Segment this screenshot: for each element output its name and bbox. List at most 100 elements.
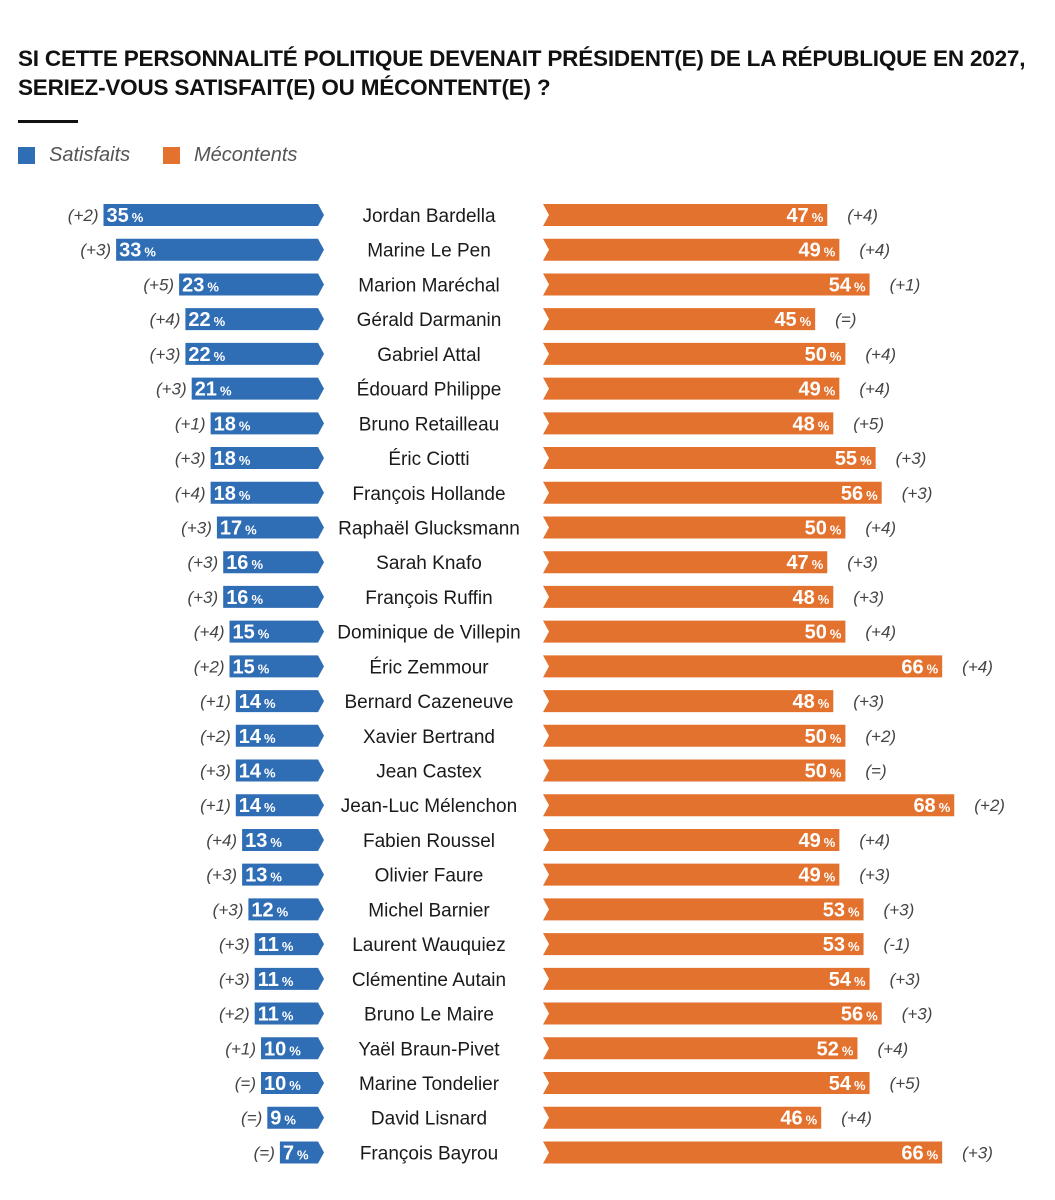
mecontents-value-label: 53% [823,899,860,921]
satisfaits-value-label: 16% [226,587,263,609]
satisfaits-bar [261,1037,324,1060]
mecontents-value-label: 56% [841,483,878,505]
satisfaits-value-label: 16% [226,552,263,574]
mecontents-value-label: 50% [805,344,842,366]
satisfaits-change-label: (+5) [143,275,174,294]
mecontents-bar [543,933,864,956]
satisfaits-value-label: 18% [214,413,251,435]
satisfaits-bar [235,759,324,782]
politician-name-label: François Hollande [352,484,505,505]
mecontents-bar [543,204,828,226]
legend-swatch-mecontents [163,146,180,164]
satisfaits-bar [261,1072,324,1094]
politician-name-label: Xavier Bertrand [363,727,495,748]
mecontents-value-label: 46% [780,1108,817,1130]
mecontents-bar [543,377,840,400]
mecontents-value-label: 50% [805,622,842,644]
satisfaits-value-label: 11% [258,934,294,956]
mecontents-change-label: (+4) [859,241,890,260]
satisfaits-change-label: (+3) [200,762,231,781]
mecontents-change-label: (+3) [902,1005,933,1024]
politician-name-label: Gérald Darmanin [357,310,502,331]
mecontents-bar [543,481,882,504]
satisfaits-change-label: (=) [235,1074,256,1093]
mecontents-bar [543,828,840,851]
politician-name-label: Sarah Knafo [376,553,482,574]
mecontents-bar [543,1072,870,1094]
satisfaits-value-label: 11% [258,1004,294,1026]
satisfaits-bar [235,724,324,747]
satisfaits-value-label: 11% [258,969,294,991]
politician-name-label: Bruno Retailleau [359,414,499,435]
satisfaits-value-label: 14% [239,795,276,817]
satisfaits-bar [103,204,324,226]
satisfaits-value-label: 33% [119,240,156,262]
satisfaits-bar [185,308,324,331]
satisfaits-change-label: (+2) [200,727,231,746]
satisfaits-change-label: (+1) [175,414,206,433]
politician-name-label: Éric Ciotti [388,449,469,470]
mecontents-value-label: 50% [805,517,842,539]
satisfaits-change-label: (+4) [150,310,181,329]
politician-name-label: Marine Le Pen [367,241,491,262]
satisfaits-value-label: 22% [188,344,225,366]
satisfaits-change-label: (+2) [68,206,99,225]
mecontents-bar [543,585,834,608]
mecontents-value-label: 52% [817,1038,854,1060]
satisfaits-bar [191,377,324,400]
mecontents-change-label: (+4) [962,657,993,676]
politician-name-label: Clémentine Autain [352,970,506,991]
satisfaits-value-label: 15% [233,656,270,678]
politician-name-label: Éric Zemmour [369,657,489,678]
satisfaits-bar [185,342,324,365]
mecontents-bar [543,308,816,331]
satisfaits-bar [116,238,324,261]
mecontents-bar [543,342,846,365]
satisfaits-change-label: (+4) [194,623,225,642]
satisfaits-change-label: (+1) [200,692,231,711]
politician-name-label: Dominique de Villepin [337,623,520,644]
mecontents-value-label: 66% [901,1142,938,1164]
mecontents-bar [543,690,834,713]
mecontents-value-label: 68% [913,795,950,817]
satisfaits-change-label: (+3) [181,518,212,537]
politician-name-label: Gabriel Attal [377,345,481,366]
satisfaits-change-label: (+4) [206,831,237,850]
mecontents-change-label: (+3) [847,553,878,572]
satisfaits-bar [254,967,324,990]
satisfaits-change-label: (+3) [156,380,187,399]
satisfaits-value-label: 9% [270,1108,296,1130]
satisfaits-value-label: 12% [251,899,288,921]
mecontents-bar [543,238,840,261]
satisfaits-change-label: (+1) [225,1039,256,1058]
mecontents-value-label: 49% [799,379,836,401]
satisfaits-change-label: (+2) [194,657,225,676]
mecontents-value-label: 49% [799,240,836,262]
mecontents-value-label: 45% [774,309,811,331]
chart-title: SI CETTE PERSONNALITÉ POLITIQUE DEVENAIT… [18,46,1026,100]
politician-name-label: Jean Castex [376,762,482,783]
mecontents-value-label: 48% [792,413,829,435]
satisfaits-change-label: (+3) [219,970,250,989]
legend-label-satisfaits: Satisfaits [49,143,131,166]
mecontents-value-label: 48% [792,691,829,713]
mecontents-change-label: (+3) [884,900,915,919]
mecontents-bar [543,1037,858,1060]
mecontents-change-label: (+3) [896,449,927,468]
satisfaits-change-label: (+3) [80,241,111,260]
satisfaits-value-label: 17% [220,517,257,539]
politician-name-label: Édouard Philippe [357,380,502,401]
mecontents-change-label: (+2) [974,796,1005,815]
mecontents-bar [543,516,846,539]
politician-name-label: Marine Tondelier [359,1074,500,1095]
satisfaits-value-label: 15% [233,622,270,644]
diverging-bar-chart: 35 % (+2) Jordan Bardella 47% (+4) 33 % (+3) Mari… [68,204,1005,1164]
politician-name-label: Yaël Braun-Pivet [358,1039,500,1060]
mecontents-value-label: 47% [786,552,823,574]
satisfaits-change-label: (+1) [200,796,231,815]
mecontents-change-label: (+4) [877,1039,908,1058]
legend-swatch-satisfaits [18,146,35,164]
satisfaits-bar [279,1141,324,1164]
satisfaits-value-label: 13% [245,865,282,887]
mecontents-bar [543,655,943,678]
